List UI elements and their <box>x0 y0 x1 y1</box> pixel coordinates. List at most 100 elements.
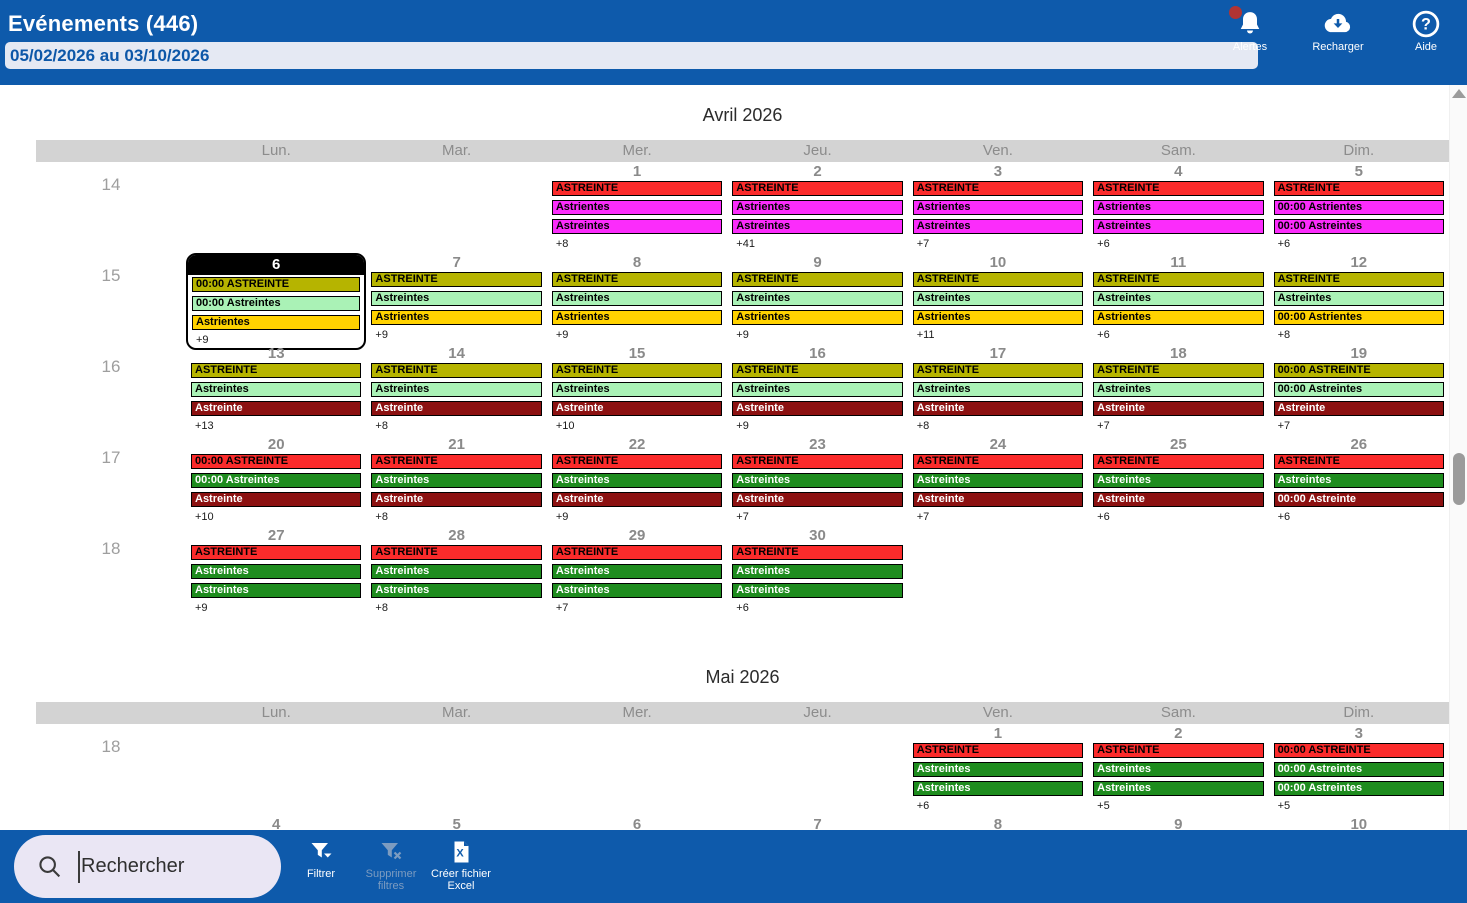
day-number[interactable]: 2 <box>813 163 822 180</box>
event-bar[interactable]: ASTREINTE <box>551 454 723 469</box>
day-cell[interactable]: 7 <box>727 815 907 830</box>
reload-button[interactable]: Recharger <box>1307 9 1369 53</box>
more-events-count[interactable]: +41 <box>736 238 755 250</box>
event-bar[interactable]: Astreinte <box>912 492 1084 507</box>
day-number[interactable]: 7 <box>452 254 461 271</box>
event-bar[interactable]: Astreintes <box>191 382 362 397</box>
more-events-count[interactable]: +13 <box>195 420 214 432</box>
day-cell[interactable]: 24 ASTREINTE Astreintes Astreinte +7 <box>908 435 1088 526</box>
event-bar[interactable]: ASTREINTE <box>551 363 723 378</box>
event-bar[interactable]: ASTREINTE <box>1273 272 1444 287</box>
day-cell[interactable]: 17 ASTREINTE Astreintes Astreinte +8 <box>908 344 1088 435</box>
more-events-count[interactable]: +7 <box>555 602 569 614</box>
day-number[interactable]: 1 <box>632 163 642 180</box>
event-bar[interactable]: ASTREINTE <box>371 545 542 560</box>
event-bar[interactable]: Astreintes <box>371 382 542 397</box>
event-bar[interactable]: Astreinte <box>191 492 362 507</box>
event-bar[interactable]: Astreintes <box>551 382 723 397</box>
event-bar[interactable]: ASTREINTE <box>912 272 1084 287</box>
day-number[interactable]: 10 <box>989 254 1007 271</box>
day-cell[interactable]: 5 <box>366 815 546 830</box>
day-cell[interactable]: 29 ASTREINTE Astreintes Astreintes +7 <box>547 526 727 617</box>
day-number[interactable]: 8 <box>993 816 1003 830</box>
event-bar[interactable]: Astreintes <box>912 473 1084 488</box>
day-number[interactable]: 10 <box>1350 816 1368 830</box>
event-bar[interactable]: ASTREINTE <box>1273 181 1444 196</box>
event-bar[interactable]: 00:00 Astreintes <box>1273 219 1444 234</box>
day-number[interactable]: 23 <box>809 436 826 453</box>
day-cell[interactable]: 6 <box>547 815 727 830</box>
day-cell[interactable]: 26 ASTREINTE Astreintes 00:00 Astreinte +6 <box>1269 435 1449 526</box>
event-bar[interactable]: Astreintes <box>551 564 723 579</box>
day-number[interactable]: 9 <box>813 254 822 271</box>
day-cell[interactable]: 3 00:00 ASTREINTE 00:00 Astreintes 00:00 As… <box>1269 724 1449 815</box>
day-number[interactable]: 15 <box>628 345 646 362</box>
event-bar[interactable]: 00:00 Astrientes <box>1273 310 1444 325</box>
more-events-count[interactable]: +9 <box>736 420 749 432</box>
event-bar[interactable]: Astreinte <box>732 401 903 416</box>
more-events-count[interactable]: +11 <box>916 329 935 341</box>
more-events-count[interactable]: +8 <box>1277 329 1291 341</box>
event-bar[interactable]: Astreintes <box>732 473 903 488</box>
day-cell[interactable]: 12 ASTREINTE Astreintes 00:00 Astrientes +8 <box>1269 253 1449 350</box>
event-bar[interactable]: 00:00 Astreintes <box>192 296 361 311</box>
day-cell[interactable]: 4 ASTREINTE Astrientes Astreintes +6 <box>1088 162 1268 253</box>
event-bar[interactable]: 00:00 ASTREINTE <box>1273 363 1444 378</box>
day-number[interactable]: 11 <box>1170 254 1187 271</box>
day-number[interactable]: 19 <box>1350 345 1368 362</box>
event-bar[interactable]: Astreintes <box>1093 291 1264 306</box>
day-cell[interactable]: 27 ASTREINTE Astreintes Astreintes +9 <box>186 526 366 617</box>
event-bar[interactable]: Astreintes <box>551 291 723 306</box>
event-bar[interactable]: Astrientes <box>192 315 361 330</box>
day-number[interactable]: 3 <box>1354 725 1363 742</box>
event-bar[interactable]: Astreintes <box>912 781 1084 796</box>
day-number[interactable]: 13 <box>267 345 285 362</box>
more-events-count[interactable]: +8 <box>375 511 388 523</box>
event-bar[interactable]: Astrientes <box>1093 200 1264 215</box>
more-events-count[interactable]: +9 <box>736 329 749 341</box>
day-cell[interactable]: 15 ASTREINTE Astreintes Astreinte +10 <box>547 344 727 435</box>
more-events-count[interactable]: +7 <box>736 511 749 523</box>
day-cell[interactable]: 9 <box>1088 815 1268 830</box>
event-bar[interactable]: Astrientes <box>371 310 542 325</box>
event-bar[interactable]: Astreinte <box>1093 492 1264 507</box>
day-number[interactable]: 9 <box>1174 816 1183 830</box>
event-bar[interactable]: Astreintes <box>732 583 903 598</box>
event-bar[interactable]: ASTREINTE <box>551 272 723 287</box>
day-number[interactable]: 18 <box>1170 345 1187 362</box>
day-number[interactable]: 14 <box>448 345 465 362</box>
day-cell[interactable]: 25 ASTREINTE Astreintes Astreinte +6 <box>1088 435 1268 526</box>
scroll-up-arrow-icon[interactable] <box>1451 89 1466 98</box>
day-cell[interactable]: 8 ASTREINTE Astreintes Astrientes +9 <box>547 253 727 350</box>
event-bar[interactable]: Astreinte <box>551 401 723 416</box>
day-number[interactable]: 7 <box>813 816 822 830</box>
more-events-count[interactable]: +7 <box>916 511 930 523</box>
more-events-count[interactable]: +10 <box>195 511 214 523</box>
day-cell[interactable]: 13 ASTREINTE Astreintes Astreinte +13 <box>186 344 366 435</box>
scrollbar[interactable] <box>1449 85 1467 830</box>
day-number[interactable]: 8 <box>632 254 642 271</box>
event-bar[interactable]: ASTREINTE <box>912 363 1084 378</box>
event-bar[interactable]: 00:00 ASTREINTE <box>192 277 361 292</box>
event-bar[interactable]: Astreintes <box>732 382 903 397</box>
more-events-count[interactable]: +7 <box>1097 420 1110 432</box>
more-events-count[interactable]: +8 <box>916 420 930 432</box>
event-bar[interactable]: 00:00 Astreintes <box>1273 382 1444 397</box>
day-number[interactable]: 28 <box>448 527 465 544</box>
event-bar[interactable]: Astreintes <box>551 473 723 488</box>
day-number[interactable]: 2 <box>1174 725 1183 742</box>
day-number[interactable]: 12 <box>1350 254 1368 271</box>
event-bar[interactable]: ASTREINTE <box>551 545 723 560</box>
event-bar[interactable]: Astreinte <box>191 401 362 416</box>
day-number[interactable]: 30 <box>809 527 826 544</box>
event-bar[interactable]: ASTREINTE <box>732 363 903 378</box>
day-cell[interactable]: 28 ASTREINTE Astreintes Astreintes +8 <box>366 526 546 617</box>
day-cell[interactable]: 16 ASTREINTE Astreintes Astreinte +9 <box>727 344 907 435</box>
more-events-count[interactable]: +5 <box>1097 800 1110 812</box>
day-cell[interactable]: 4 <box>186 815 366 830</box>
event-bar[interactable]: 00:00 ASTREINTE <box>1273 743 1444 758</box>
day-cell[interactable]: 3 ASTREINTE Astrientes Astreintes +7 <box>908 162 1088 253</box>
event-bar[interactable]: Astreinte <box>912 401 1084 416</box>
event-bar[interactable]: 00:00 Astreintes <box>191 473 362 488</box>
day-number[interactable]: 3 <box>993 163 1003 180</box>
